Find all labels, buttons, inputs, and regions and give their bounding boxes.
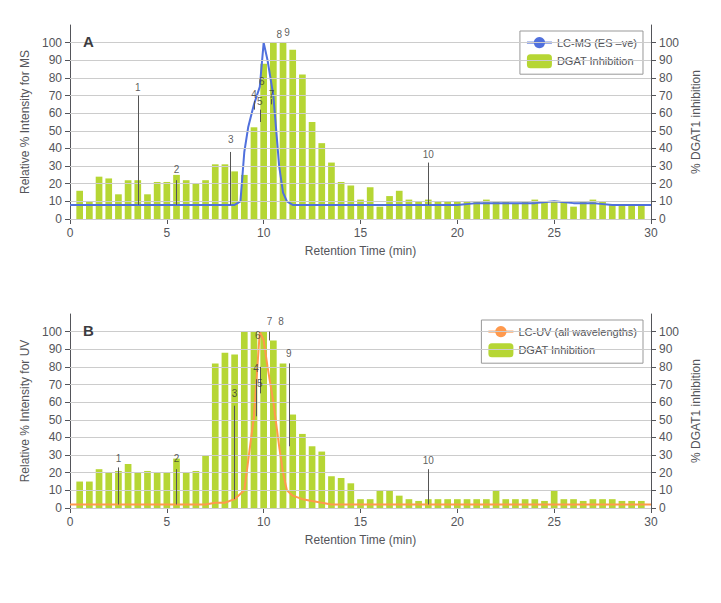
svg-text:60: 60 [659, 395, 673, 409]
svg-text:B: B [83, 322, 94, 339]
svg-text:30: 30 [659, 448, 673, 462]
svg-text:15: 15 [354, 226, 368, 240]
svg-text:6: 6 [255, 330, 261, 341]
svg-text:LC-MS (ES –ve): LC-MS (ES –ve) [556, 36, 637, 49]
svg-text:7: 7 [267, 316, 273, 327]
svg-text:20: 20 [659, 177, 673, 191]
svg-text:A: A [83, 33, 94, 50]
svg-text:2: 2 [174, 453, 180, 464]
svg-text:0: 0 [659, 212, 666, 226]
svg-text:40: 40 [49, 141, 63, 155]
svg-text:80: 80 [49, 71, 63, 85]
svg-text:DGAT Inhibition: DGAT Inhibition [518, 344, 595, 356]
svg-text:0: 0 [67, 226, 74, 240]
svg-text:70: 70 [49, 378, 63, 392]
svg-text:30: 30 [644, 515, 658, 529]
svg-text:6: 6 [259, 76, 265, 87]
svg-text:60: 60 [659, 106, 673, 120]
svg-text:70: 70 [659, 89, 673, 103]
svg-text:10: 10 [659, 483, 673, 497]
svg-text:0: 0 [55, 212, 62, 226]
svg-text:Retention Time (min): Retention Time (min) [305, 533, 416, 547]
svg-text:8: 8 [276, 29, 282, 40]
svg-text:15: 15 [354, 515, 368, 529]
svg-text:10: 10 [257, 515, 271, 529]
svg-text:3: 3 [228, 134, 234, 145]
svg-text:% DGAT1 inhibition: % DGAT1 inhibition [689, 359, 703, 463]
svg-text:60: 60 [49, 395, 63, 409]
svg-text:Relative % Intensity for MS: Relative % Intensity for MS [18, 50, 32, 194]
svg-text:20: 20 [659, 466, 673, 480]
svg-text:30: 30 [49, 448, 63, 462]
svg-text:30: 30 [49, 159, 63, 173]
svg-text:30: 30 [659, 159, 673, 173]
svg-text:10: 10 [257, 226, 271, 240]
svg-text:25: 25 [547, 226, 561, 240]
svg-text:20: 20 [49, 177, 63, 191]
svg-text:20: 20 [49, 466, 63, 480]
svg-text:Retention Time (min): Retention Time (min) [305, 244, 416, 258]
svg-text:10: 10 [49, 194, 63, 208]
svg-text:40: 40 [659, 430, 673, 444]
svg-text:100: 100 [659, 325, 679, 339]
svg-text:90: 90 [49, 53, 63, 67]
svg-text:3: 3 [232, 388, 238, 399]
svg-text:100: 100 [42, 325, 62, 339]
svg-text:5: 5 [257, 96, 263, 107]
svg-text:5: 5 [163, 515, 170, 529]
svg-text:50: 50 [49, 413, 63, 427]
svg-text:70: 70 [49, 89, 63, 103]
svg-text:80: 80 [49, 360, 63, 374]
svg-text:10: 10 [659, 194, 673, 208]
svg-text:40: 40 [49, 430, 63, 444]
svg-text:10: 10 [423, 455, 435, 466]
svg-text:5: 5 [257, 378, 263, 389]
svg-text:4: 4 [251, 88, 257, 100]
svg-text:10: 10 [423, 149, 435, 160]
svg-text:100: 100 [659, 36, 679, 50]
svg-text:10: 10 [49, 483, 63, 497]
svg-text:1: 1 [116, 453, 122, 464]
svg-text:40: 40 [659, 141, 673, 155]
svg-text:100: 100 [42, 36, 62, 50]
svg-text:20: 20 [451, 226, 465, 240]
svg-text:60: 60 [49, 106, 63, 120]
svg-text:2: 2 [174, 164, 180, 175]
svg-text:90: 90 [659, 342, 673, 356]
svg-text:4: 4 [253, 363, 259, 374]
svg-text:0: 0 [659, 501, 666, 515]
svg-text:8: 8 [278, 316, 284, 327]
svg-text:50: 50 [49, 124, 63, 138]
svg-text:0: 0 [55, 501, 62, 515]
svg-text:9: 9 [286, 348, 292, 359]
svg-text:7: 7 [269, 89, 275, 100]
svg-text:50: 50 [659, 413, 673, 427]
svg-text:% DGAT1 inhibition: % DGAT1 inhibition [689, 70, 703, 174]
svg-text:80: 80 [659, 360, 673, 374]
svg-text:25: 25 [547, 515, 561, 529]
svg-text:70: 70 [659, 378, 673, 392]
svg-text:DGAT Inhibition: DGAT Inhibition [557, 55, 634, 67]
svg-text:0: 0 [67, 515, 74, 529]
svg-text:20: 20 [451, 515, 465, 529]
svg-text:5: 5 [163, 226, 170, 240]
svg-text:90: 90 [659, 53, 673, 67]
svg-text:9: 9 [284, 27, 290, 38]
svg-text:90: 90 [49, 342, 63, 356]
svg-text:Relative % Intensity for UV: Relative % Intensity for UV [18, 340, 32, 483]
svg-text:1: 1 [135, 82, 141, 93]
svg-text:30: 30 [644, 226, 658, 240]
svg-text:50: 50 [659, 124, 673, 138]
svg-text:LC-UV (all wavelengths): LC-UV (all wavelengths) [518, 325, 637, 338]
svg-text:80: 80 [659, 71, 673, 85]
